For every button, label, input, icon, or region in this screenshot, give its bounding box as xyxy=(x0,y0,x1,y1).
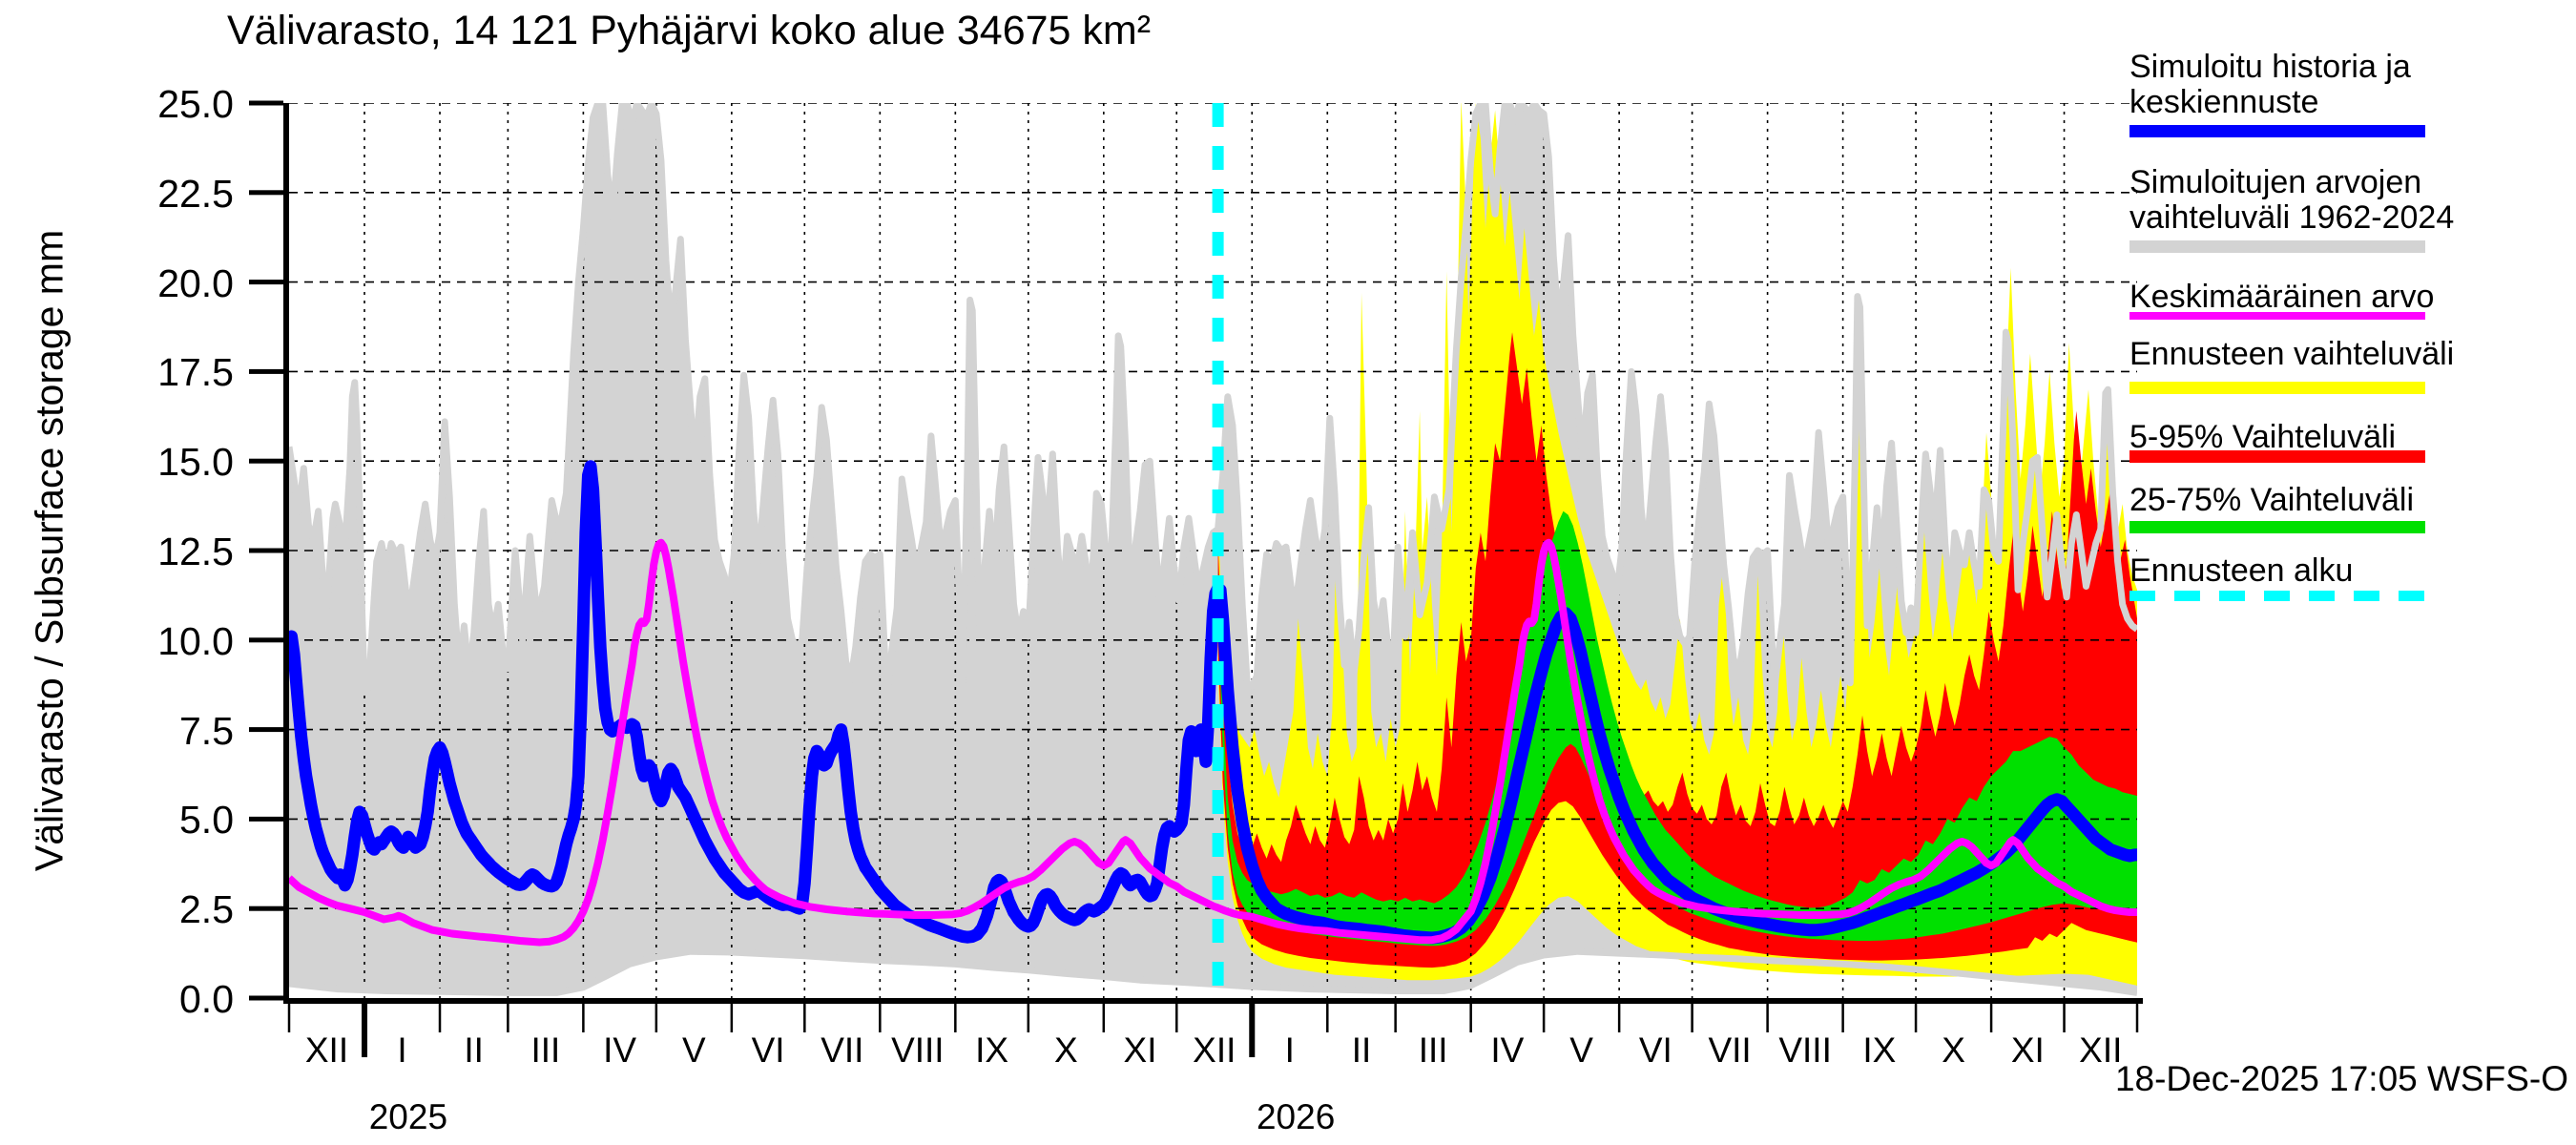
x-tick-label-month: XI xyxy=(1123,1030,1157,1070)
legend-item-swatch xyxy=(2129,240,2425,253)
legend-item-swatch xyxy=(2129,521,2425,533)
legend-item-swatch xyxy=(2129,450,2425,463)
legend-item-label: keskiennuste xyxy=(2129,84,2319,120)
x-tick-label-month: IX xyxy=(975,1030,1009,1070)
x-tick-label-month: VIII xyxy=(1778,1030,1832,1070)
x-tick-label-month: VI xyxy=(751,1030,785,1070)
x-tick-label-month: VI xyxy=(1638,1030,1672,1070)
x-tick-label-month: XII xyxy=(304,1030,349,1070)
y-tick-label: 17.5 xyxy=(157,350,234,395)
x-tick-label-month: III xyxy=(1418,1030,1448,1070)
x-tick-label-month: VII xyxy=(821,1030,864,1070)
legend-item-label: Ennusteen alku xyxy=(2129,552,2354,589)
x-tick-label-month: IV xyxy=(1490,1030,1525,1070)
x-year-label: 2025 xyxy=(368,1097,448,1136)
y-tick-label: 12.5 xyxy=(157,530,234,573)
x-tick-label-month: I xyxy=(397,1030,407,1070)
sim-range-upper-outline xyxy=(289,103,2137,694)
y-tick-label: 7.5 xyxy=(179,708,234,753)
y-tick-label: 10.0 xyxy=(157,618,234,663)
legend-item-label: Simuloitujen arvojen xyxy=(2129,164,2422,200)
x-tick-label-month: IX xyxy=(1862,1030,1897,1070)
x-tick-label-month: II xyxy=(464,1030,484,1070)
x-tick-label-month: X xyxy=(1942,1030,1965,1070)
legend-item-swatch xyxy=(2129,312,2425,320)
band-25-75 xyxy=(1217,510,2137,947)
y-tick-label: 5.0 xyxy=(179,798,234,843)
x-tick-label-month: V xyxy=(1569,1030,1593,1070)
y-tick-label: 20.0 xyxy=(157,260,234,305)
x-tick-label-month: III xyxy=(530,1030,561,1070)
y-tick-label: 25.0 xyxy=(157,82,234,126)
legend-item-swatch xyxy=(2129,125,2425,137)
legend: Simuloitu historia ja keskiennuste Simuloi… xyxy=(2129,0,2576,649)
legend-item-label: 5-95% Vaihteluväli xyxy=(2129,419,2397,455)
legend-item-label: vaihteluväli 1962-2024 xyxy=(2129,199,2455,236)
legend-item-swatch xyxy=(2129,591,2425,601)
y-tick-label: 0.0 xyxy=(179,977,234,1021)
y-tick-label: 2.5 xyxy=(179,887,234,932)
legend-item-swatch xyxy=(2129,382,2425,394)
band-5-95 xyxy=(1217,332,2137,968)
x-tick-label-month: VII xyxy=(1708,1030,1752,1070)
axes-and-ticks xyxy=(249,100,2143,1057)
x-tick-label-month: V xyxy=(682,1030,706,1070)
x-tick-label-month: XII xyxy=(1193,1030,1236,1070)
legend-item-label: 25-75% Vaihteluväli xyxy=(2129,482,2414,518)
legend-item-label: Ennusteen vaihteluväli xyxy=(2129,336,2455,372)
y-tick-label: 22.5 xyxy=(157,171,234,216)
legend-item-label: Simuloitu historia ja xyxy=(2129,49,2411,85)
x-tick-label-month: XI xyxy=(2010,1030,2045,1070)
legend-item-label: Keskimääräinen arvo xyxy=(2129,279,2435,315)
chart-layers xyxy=(289,103,2137,998)
x-tick-label-month: XII xyxy=(2079,1030,2123,1070)
y-tick-label: 15.0 xyxy=(157,440,234,485)
x-tick-label-month: I xyxy=(1284,1030,1295,1070)
x-tick-label-month: II xyxy=(1351,1030,1372,1070)
x-tick-label-month: VIII xyxy=(891,1030,945,1070)
mean-line xyxy=(289,538,2137,947)
timestamp-label: 18-Dec-2025 17:05 WSFS-O xyxy=(2114,1059,2568,1098)
x-tick-label-month: IV xyxy=(603,1030,637,1070)
x-year-label: 2026 xyxy=(1256,1097,1336,1136)
page-title: Välivarasto, 14 121 Pyhäjärvi koko alue … xyxy=(227,8,1152,53)
x-tick-label-month: X xyxy=(1053,1030,1078,1070)
